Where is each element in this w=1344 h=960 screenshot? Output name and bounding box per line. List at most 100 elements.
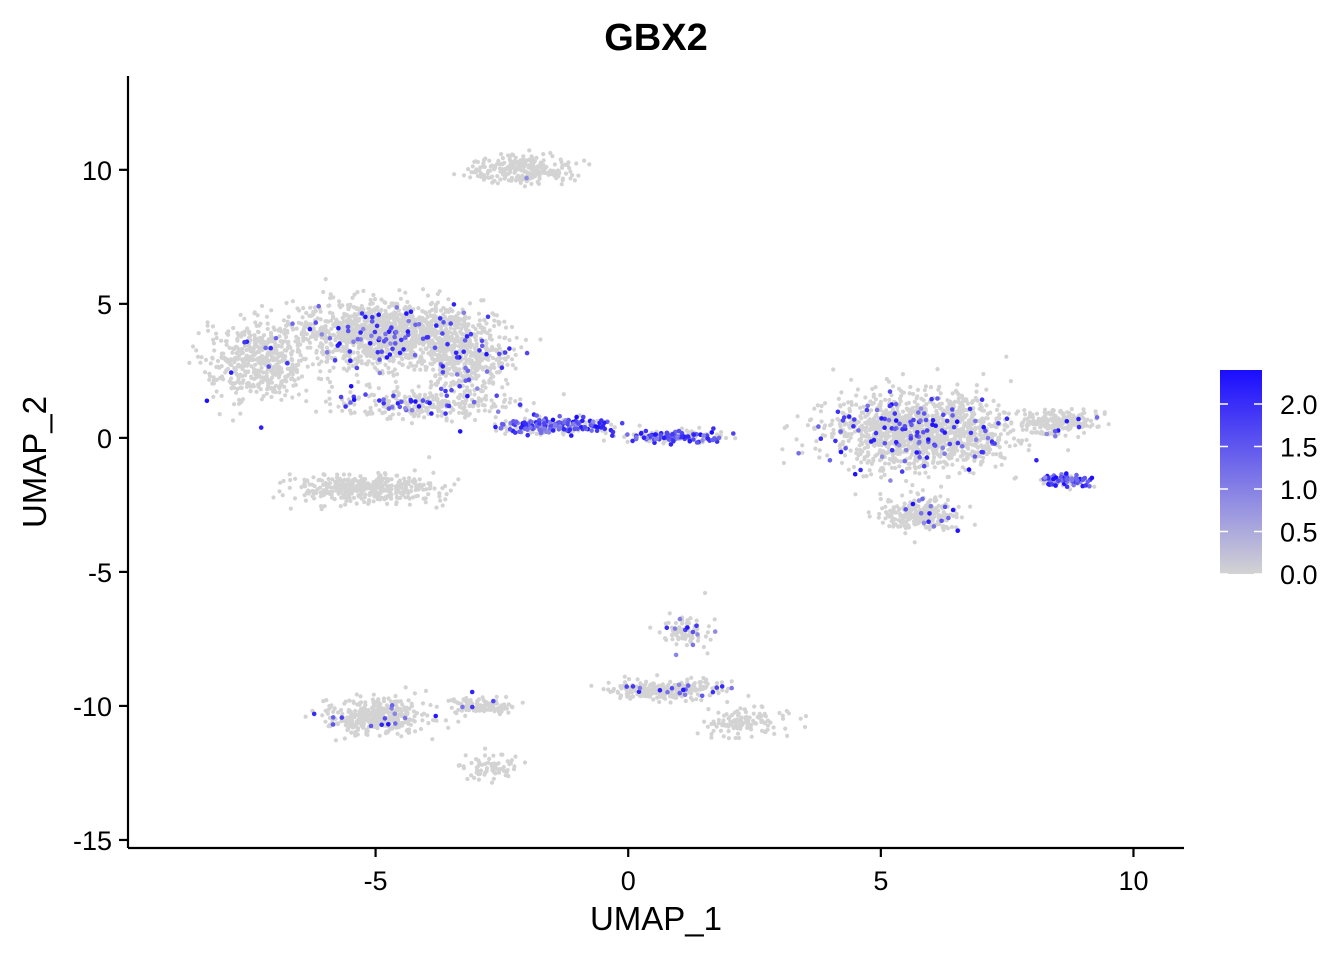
cell-point bbox=[288, 345, 293, 350]
cell-point bbox=[1076, 434, 1081, 440]
cell-point bbox=[511, 347, 517, 352]
cell-point bbox=[507, 400, 512, 405]
cell-point bbox=[252, 310, 257, 315]
cell-point bbox=[236, 376, 241, 381]
cell-point bbox=[384, 315, 389, 320]
cell-point bbox=[392, 367, 397, 372]
cell-point bbox=[482, 408, 487, 413]
cell-point bbox=[342, 354, 348, 359]
cell-point bbox=[914, 396, 919, 401]
cell-point bbox=[293, 476, 298, 481]
cell-point bbox=[364, 353, 369, 358]
cell-point bbox=[897, 464, 902, 469]
cell-point bbox=[362, 495, 367, 500]
cell-point bbox=[425, 293, 431, 298]
cell-point bbox=[392, 321, 397, 326]
cell-point bbox=[419, 361, 425, 366]
cell-point bbox=[993, 464, 998, 469]
cell-point bbox=[451, 355, 456, 360]
cell-point bbox=[403, 304, 408, 310]
cell-point bbox=[264, 354, 269, 359]
cell-point bbox=[912, 540, 917, 545]
cell-point bbox=[849, 402, 855, 408]
cell-point bbox=[454, 331, 459, 337]
cell-point bbox=[972, 522, 977, 527]
cell-point bbox=[236, 333, 241, 338]
cell-point bbox=[969, 435, 974, 440]
cell-point bbox=[813, 446, 818, 451]
cell-point bbox=[684, 428, 689, 433]
cell-point bbox=[423, 500, 428, 505]
cell-point bbox=[524, 158, 529, 163]
cell-point bbox=[491, 381, 496, 386]
cell-point bbox=[1063, 433, 1068, 438]
cell-point bbox=[327, 310, 333, 315]
cell-point bbox=[1030, 430, 1035, 435]
cell-point bbox=[908, 384, 913, 390]
cell-point bbox=[949, 438, 954, 443]
cell-point bbox=[476, 330, 481, 335]
cell-point bbox=[491, 179, 496, 184]
cell-point bbox=[880, 520, 886, 525]
cell-point bbox=[303, 498, 308, 503]
cell-point bbox=[946, 406, 951, 411]
cell-point bbox=[227, 345, 232, 350]
cell-point bbox=[861, 410, 866, 415]
cell-point bbox=[363, 477, 368, 482]
cell-point bbox=[567, 166, 572, 171]
cell-point bbox=[270, 368, 275, 373]
cell-point bbox=[314, 330, 319, 335]
cell-point bbox=[882, 432, 888, 437]
cell-point bbox=[509, 176, 515, 181]
cell-point bbox=[408, 339, 413, 344]
cell-point bbox=[332, 333, 337, 338]
cell-point bbox=[187, 360, 192, 365]
cell-point bbox=[924, 393, 929, 398]
cell-point bbox=[470, 164, 475, 169]
cell-point bbox=[953, 436, 958, 441]
cell-point bbox=[312, 496, 317, 501]
cell-point bbox=[941, 465, 946, 470]
cell-point bbox=[300, 315, 305, 320]
cell-point bbox=[516, 173, 521, 178]
cell-point bbox=[304, 331, 309, 337]
cell-point bbox=[358, 474, 363, 479]
cell-point bbox=[442, 484, 448, 489]
cell-point bbox=[956, 399, 961, 405]
cell-point bbox=[429, 319, 434, 324]
cell-point bbox=[434, 397, 439, 403]
cell-point bbox=[240, 373, 245, 378]
cell-point bbox=[404, 352, 409, 357]
cell-point bbox=[417, 340, 422, 346]
cell-point bbox=[292, 378, 297, 383]
cell-point bbox=[434, 505, 439, 510]
cell-point bbox=[344, 333, 349, 338]
cell-point bbox=[316, 362, 322, 367]
cell-point bbox=[960, 449, 965, 455]
cell-point bbox=[282, 327, 287, 332]
cell-point bbox=[440, 342, 445, 347]
cell-point bbox=[266, 337, 271, 342]
cell-point bbox=[442, 315, 447, 320]
cell-point bbox=[815, 403, 820, 408]
cell-point bbox=[265, 321, 270, 326]
cell-point bbox=[430, 313, 435, 318]
cell-point bbox=[825, 453, 830, 458]
cell-point bbox=[230, 350, 235, 355]
cell-point bbox=[867, 428, 872, 433]
cell-point bbox=[232, 359, 237, 365]
cell-point bbox=[486, 169, 491, 174]
cell-point bbox=[781, 460, 787, 466]
cell-point bbox=[864, 430, 869, 435]
cell-point bbox=[981, 433, 986, 439]
cell-point bbox=[423, 319, 429, 324]
cell-point bbox=[241, 359, 246, 364]
cell-point bbox=[314, 333, 320, 338]
cell-point bbox=[428, 391, 433, 396]
cell-point bbox=[319, 359, 324, 364]
cell-point bbox=[245, 326, 250, 331]
cell-point bbox=[377, 328, 382, 333]
cell-point bbox=[240, 350, 245, 355]
